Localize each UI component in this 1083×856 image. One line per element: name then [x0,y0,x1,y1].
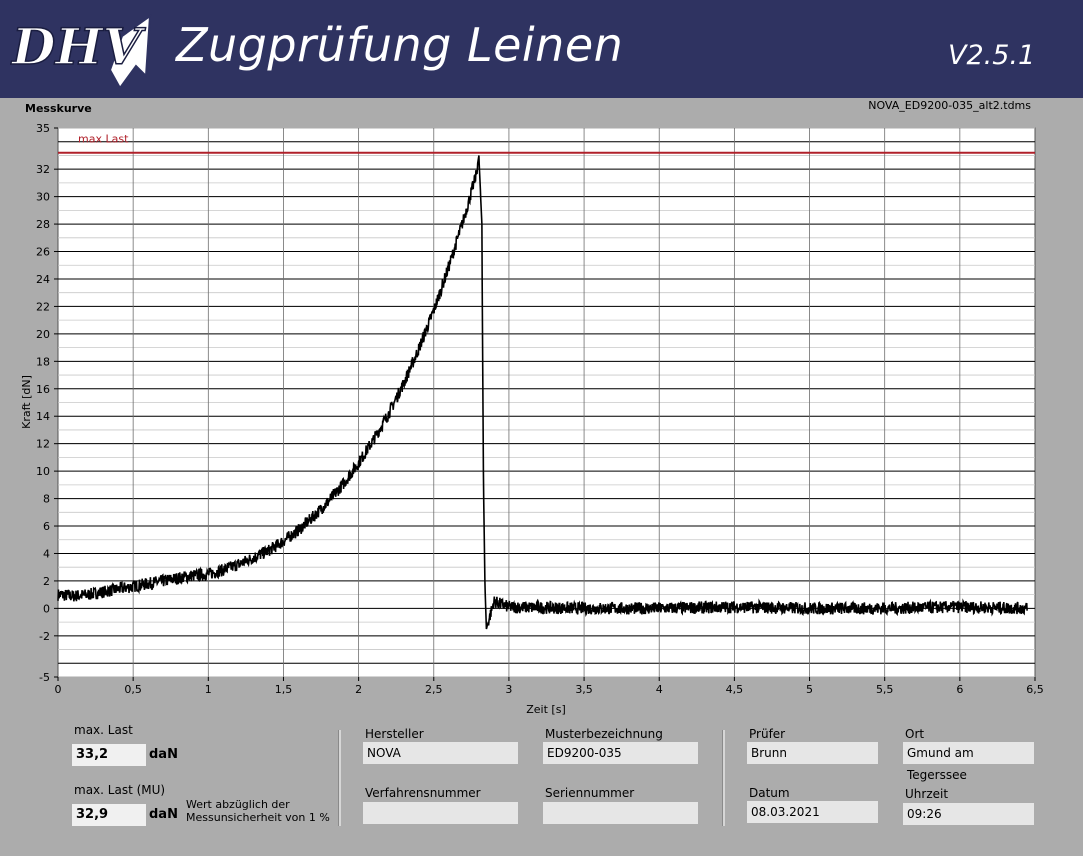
manufacturer-label: Hersteller [365,727,424,741]
x-tick-label: 0,5 [124,683,142,696]
y-axis-label: Kraft [dN] [20,375,33,429]
y-tick-label: 6 [43,520,50,533]
manufacturer-field[interactable]: NOVA [363,742,518,764]
graph-label: Messkurve [25,102,92,115]
app-header: DHV Zugprüfung Leinen V2.5.1 [0,0,1083,98]
minor-gridlines [58,127,1035,678]
app-title: Zugprüfung Leinen [176,18,624,72]
logo-text: DHV [10,17,147,76]
y-tick-label: 32 [36,163,50,176]
y-tick-label: 8 [43,493,50,506]
x-tick-label: 2 [355,683,362,696]
model-label: Musterbezeichnung [545,727,663,741]
y-tick-label: -2 [39,630,50,643]
x-tick-label: 3,5 [575,683,593,696]
x-tick-label: 3 [505,683,512,696]
app-version: V2.5.1 [948,40,1036,71]
max-load-mu-value: 32,9 [72,804,146,826]
divider-left [338,730,341,826]
max-load-label: max. Last [74,723,133,737]
y-tick-label: 12 [36,438,50,451]
tester-label: Prüfer [749,727,786,741]
y-tick-label: 2 [43,575,50,588]
location-field[interactable]: Gmund am Tegerssee [903,742,1034,782]
x-tick-label: 4 [656,683,663,696]
x-tick-label: 5,5 [876,683,894,696]
procedure-label: Verfahrensnummer [365,786,481,800]
serial-label: Seriennummer [545,786,635,800]
max-load-value: 33,2 [72,744,146,766]
max-load-cursor-label: max Last [78,133,129,146]
max-load-mu-label: max. Last (MU) [74,783,166,797]
x-tick-label: 4,5 [726,683,744,696]
x-tick-label: 1 [205,683,212,696]
model-field[interactable]: ED9200-035 [543,742,698,764]
serial-field[interactable] [543,802,698,824]
mu-note: Wert abzüglich der Messunsicherheit von … [186,798,330,824]
y-tick-label: 4 [43,547,50,560]
divider-right [722,730,725,826]
y-tick-label: 16 [36,383,50,396]
max-load-unit: daN [149,747,178,762]
x-tick-label: 6 [956,683,963,696]
major-gridlines [58,128,1035,677]
y-tick-label: 22 [36,300,50,313]
time-field[interactable]: 09:26 [903,803,1034,825]
location-label: Ort [905,727,925,741]
y-tick-label: 0 [43,602,50,615]
y-tick-label: 18 [36,355,50,368]
y-tick-label: 28 [36,218,50,231]
y-tick-label: 20 [36,328,50,341]
x-axis-ticks: 0 0,5 1 1,5 2 2,5 3 3,5 4 4,5 5 5,5 6 6,5 [55,677,1044,696]
time-label: Uhrzeit [905,787,949,801]
tester-field[interactable]: Brunn [747,742,878,764]
date-field[interactable]: 08.03.2021 [747,801,878,823]
y-tick-label: 24 [36,273,50,286]
dhv-logo: DHV [10,13,152,90]
y-tick-label: 14 [36,410,50,423]
procedure-field[interactable] [363,802,518,824]
y-tick-label: 35 [36,122,50,135]
x-tick-label: 5 [806,683,813,696]
x-tick-label: 1,5 [275,683,293,696]
y-tick-label: -5 [39,671,50,684]
file-name: NOVA_ED9200-035_alt2.tdms [868,99,1031,112]
x-tick-label: 6,5 [1026,683,1044,696]
force-curve [57,155,1028,630]
x-tick-label: 2,5 [425,683,443,696]
y-tick-label: 30 [36,191,50,204]
y-tick-label: 10 [36,465,50,478]
x-axis-label: Zeit [s] [526,703,565,716]
y-tick-label: 26 [36,246,50,259]
date-label: Datum [749,786,790,800]
max-load-mu-unit: daN [149,807,178,822]
x-tick-label: 0 [55,683,62,696]
